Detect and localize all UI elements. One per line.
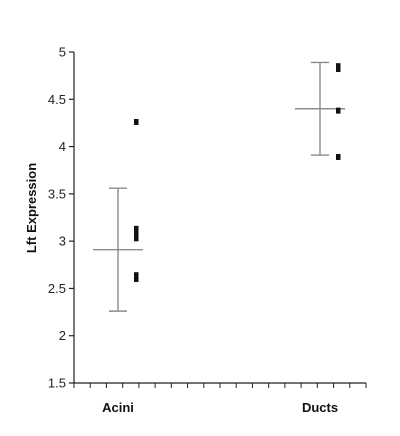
y-tick-label: 4.5 (48, 92, 66, 107)
y-tick-label: 2.5 (48, 281, 66, 296)
y-tick-label: 3 (59, 234, 66, 249)
data-points (134, 63, 341, 282)
error-bars (93, 61, 345, 312)
y-tick-label: 3.5 (48, 186, 66, 201)
y-tick-label: 2 (59, 328, 66, 343)
data-point (134, 118, 139, 125)
data-point (134, 235, 139, 242)
data-point (134, 275, 139, 282)
y-ticks: 1.5 2 2.5 3 3.5 4 4.5 5 (48, 45, 74, 391)
y-tick-label: 1.5 (48, 376, 66, 391)
data-point (336, 66, 341, 73)
category-label-acini: Acini (102, 400, 134, 415)
category-label-ducts: Ducts (302, 400, 338, 415)
data-point (336, 107, 341, 114)
data-point (134, 229, 139, 236)
x-ticks (73, 383, 367, 388)
y-tick-label: 4 (59, 139, 66, 154)
data-point (336, 153, 341, 160)
y-tick-label: 5 (59, 45, 66, 60)
category-labels: Acini Ducts (102, 400, 338, 415)
data-point (134, 225, 139, 232)
data-point (134, 272, 139, 279)
y-axis-title: Lft Expression (24, 163, 39, 253)
